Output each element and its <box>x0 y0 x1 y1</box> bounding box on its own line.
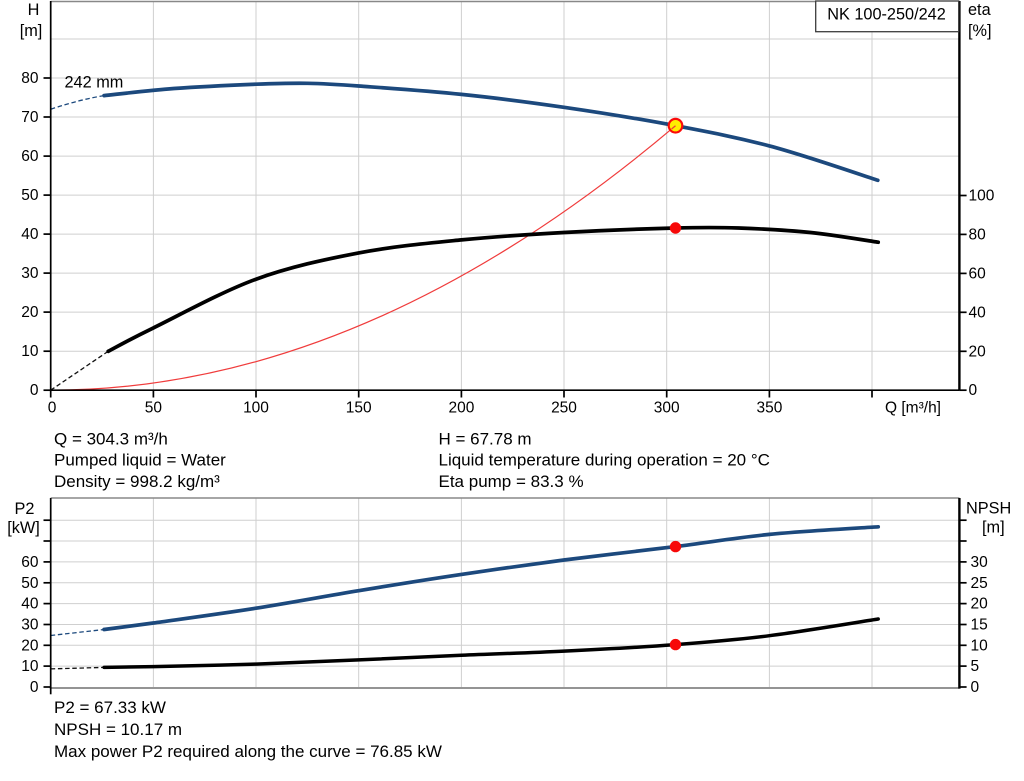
svg-text:0: 0 <box>48 400 57 417</box>
svg-text:Eta pump = 83.3 %: Eta pump = 83.3 % <box>439 472 584 491</box>
svg-text:80: 80 <box>969 226 987 243</box>
svg-text:20: 20 <box>971 596 989 613</box>
svg-text:100: 100 <box>243 400 269 417</box>
svg-text:5: 5 <box>971 658 980 675</box>
svg-text:60: 60 <box>21 148 39 165</box>
svg-text:0: 0 <box>30 679 39 696</box>
svg-text:70: 70 <box>21 109 39 126</box>
svg-text:Q [m³/h]: Q [m³/h] <box>885 400 941 417</box>
svg-text:20: 20 <box>21 304 39 321</box>
svg-text:50: 50 <box>145 400 163 417</box>
svg-text:10: 10 <box>21 343 39 360</box>
svg-text:Pumped liquid = Water: Pumped liquid = Water <box>54 451 226 470</box>
svg-text:Q = 304.3 m³/h: Q = 304.3 m³/h <box>54 429 168 448</box>
svg-text:350: 350 <box>756 400 782 417</box>
svg-text:200: 200 <box>448 400 474 417</box>
svg-text:P2 = 67.33 kW: P2 = 67.33 kW <box>54 698 166 717</box>
svg-text:250: 250 <box>551 400 577 417</box>
svg-text:Density = 998.2 kg/m³: Density = 998.2 kg/m³ <box>54 472 220 491</box>
svg-text:40: 40 <box>21 596 39 613</box>
svg-text:60: 60 <box>969 265 987 282</box>
svg-text:[%]: [%] <box>968 22 992 40</box>
svg-text:0: 0 <box>30 382 39 399</box>
svg-text:30: 30 <box>971 554 989 571</box>
svg-text:150: 150 <box>346 400 372 417</box>
svg-text:[kW]: [kW] <box>7 519 40 537</box>
svg-text:30: 30 <box>21 617 39 634</box>
svg-text:[m]: [m] <box>20 22 43 40</box>
svg-text:[m]: [m] <box>982 519 1005 537</box>
svg-text:Max power P2 required along th: Max power P2 required along the curve = … <box>54 742 442 761</box>
svg-text:40: 40 <box>21 226 39 243</box>
svg-text:25: 25 <box>971 575 988 592</box>
svg-text:100: 100 <box>969 188 995 205</box>
svg-text:50: 50 <box>21 187 39 204</box>
svg-text:0: 0 <box>969 382 978 399</box>
svg-text:80: 80 <box>21 70 39 87</box>
svg-text:NK 100-250/242: NK 100-250/242 <box>827 5 946 23</box>
svg-text:60: 60 <box>21 554 39 571</box>
svg-text:242 mm: 242 mm <box>65 74 124 92</box>
svg-text:50: 50 <box>21 575 39 592</box>
svg-text:15: 15 <box>971 617 988 634</box>
svg-text:0: 0 <box>971 679 980 696</box>
svg-text:Liquid temperature during oper: Liquid temperature during operation = 20… <box>439 451 770 470</box>
svg-text:H = 67.78 m: H = 67.78 m <box>439 429 532 448</box>
svg-text:300: 300 <box>654 400 680 417</box>
svg-text:H: H <box>28 1 40 19</box>
svg-text:P2: P2 <box>15 500 35 518</box>
svg-text:40: 40 <box>969 304 987 321</box>
svg-text:30: 30 <box>21 265 39 282</box>
svg-text:10: 10 <box>21 658 39 675</box>
svg-text:10: 10 <box>971 637 989 654</box>
svg-text:20: 20 <box>969 343 987 360</box>
svg-text:eta: eta <box>968 1 992 19</box>
svg-text:NPSH: NPSH <box>966 500 1011 518</box>
svg-text:NPSH = 10.17 m: NPSH = 10.17 m <box>54 720 182 739</box>
svg-text:20: 20 <box>21 637 39 654</box>
